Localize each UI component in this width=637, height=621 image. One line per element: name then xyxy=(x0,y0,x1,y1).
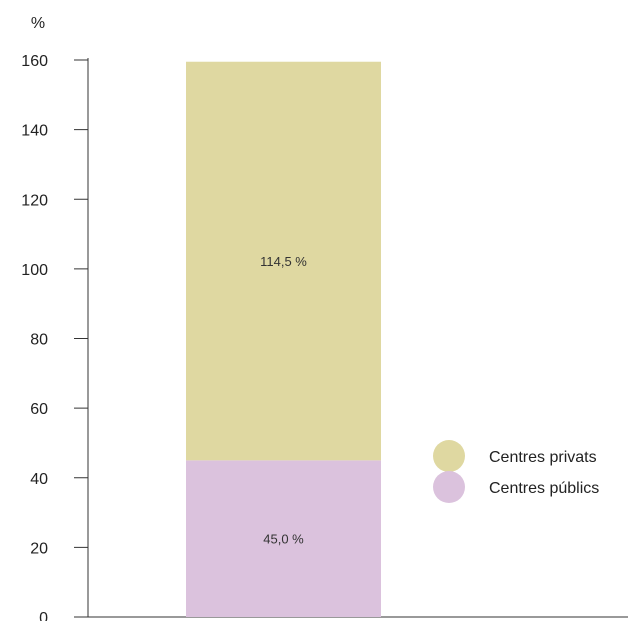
y-axis-unit-label: % xyxy=(31,15,45,32)
legend-swatch xyxy=(433,440,465,472)
y-tick-label: 100 xyxy=(21,262,48,279)
y-axis-ticks: 0 20 40 60 80 100 120 140 160 xyxy=(21,53,88,621)
y-tick-label: 0 xyxy=(39,610,48,621)
legend-label: Centres públics xyxy=(489,480,599,497)
legend-label: Centres privats xyxy=(489,449,597,466)
y-tick-label: 20 xyxy=(30,540,48,557)
y-tick-label: 40 xyxy=(30,471,48,488)
y-tick-label: 60 xyxy=(30,401,48,418)
legend: Centres privats Centres públics xyxy=(433,440,599,503)
y-tick-label: 80 xyxy=(30,332,48,349)
y-tick-label: 140 xyxy=(21,123,48,140)
y-tick-label: 160 xyxy=(21,53,48,70)
legend-swatch xyxy=(433,471,465,503)
data-label: 45,0 % xyxy=(263,532,304,547)
y-tick-label: 120 xyxy=(21,192,48,209)
bar-segments: 45,0 % 114,5 % xyxy=(186,61,381,617)
bar-segment xyxy=(186,460,381,617)
bar-segment xyxy=(186,61,381,461)
data-label: 114,5 % xyxy=(260,254,307,269)
